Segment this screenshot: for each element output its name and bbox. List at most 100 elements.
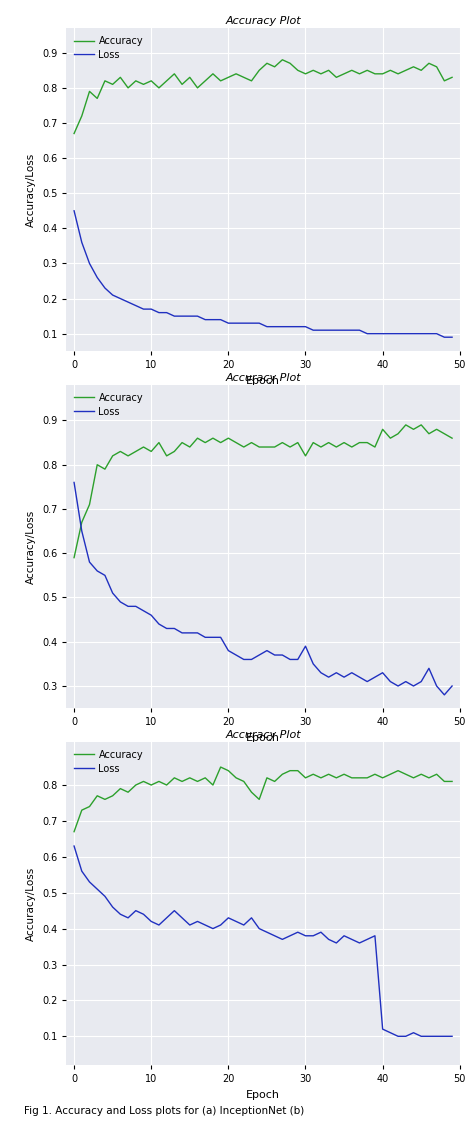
Loss [280, 933, 285, 947]
Accuracy [79, 109, 85, 123]
Loss [334, 937, 339, 950]
Accuracy [441, 774, 447, 788]
Loss [349, 933, 355, 947]
Loss [280, 320, 285, 334]
Accuracy [156, 436, 162, 450]
Accuracy [148, 74, 154, 88]
Accuracy [272, 60, 277, 73]
Loss [71, 840, 77, 853]
Loss [164, 622, 170, 636]
Accuracy [356, 436, 362, 450]
Loss [334, 666, 339, 680]
Accuracy [195, 774, 201, 788]
Accuracy [295, 764, 301, 778]
Loss [125, 911, 131, 924]
Accuracy [195, 81, 201, 95]
Loss [441, 689, 447, 702]
Loss [272, 648, 277, 662]
Accuracy [419, 767, 424, 781]
Accuracy [210, 779, 216, 792]
Accuracy [241, 441, 246, 454]
Accuracy [71, 126, 77, 140]
Loss [341, 929, 347, 942]
Accuracy [141, 774, 146, 788]
Accuracy [249, 786, 255, 799]
X-axis label: Epoch: Epoch [246, 733, 280, 743]
Accuracy [426, 427, 432, 441]
Accuracy [187, 71, 192, 85]
Accuracy [356, 771, 362, 784]
Accuracy [133, 74, 138, 88]
Accuracy [334, 441, 339, 454]
Accuracy [310, 63, 316, 77]
Accuracy [441, 74, 447, 88]
Loss [403, 327, 409, 340]
Title: Accuracy Plot: Accuracy Plot [225, 373, 301, 383]
Loss [179, 911, 185, 924]
Loss [349, 666, 355, 680]
Loss [94, 270, 100, 284]
Accuracy [295, 436, 301, 450]
Loss [434, 327, 439, 340]
Accuracy [125, 786, 131, 799]
Accuracy [434, 767, 439, 781]
Loss [441, 1030, 447, 1044]
Accuracy [326, 63, 331, 77]
Loss [110, 900, 116, 914]
Accuracy [156, 81, 162, 95]
Loss [133, 600, 138, 613]
Loss [287, 320, 293, 334]
Loss [241, 653, 246, 666]
Loss [434, 680, 439, 693]
Loss [434, 1030, 439, 1044]
Loss [310, 657, 316, 671]
Loss [172, 904, 177, 917]
Loss [125, 600, 131, 613]
Accuracy [388, 432, 393, 445]
Accuracy [410, 423, 416, 436]
Loss [202, 919, 208, 932]
Accuracy [287, 441, 293, 454]
Accuracy [264, 56, 270, 70]
Accuracy [388, 63, 393, 77]
Accuracy [71, 825, 77, 838]
Y-axis label: Accuracy/Loss: Accuracy/Loss [27, 152, 36, 227]
Accuracy [372, 68, 378, 81]
Accuracy [179, 436, 185, 450]
Accuracy [118, 71, 123, 85]
Accuracy [403, 418, 409, 432]
Accuracy [326, 767, 331, 781]
Accuracy [172, 771, 177, 784]
Accuracy [380, 423, 385, 436]
Accuracy [102, 74, 108, 88]
Loss [210, 313, 216, 327]
Loss [326, 933, 331, 947]
Loss [202, 313, 208, 327]
Line: Accuracy: Accuracy [74, 425, 452, 558]
Accuracy [110, 449, 116, 462]
Loss [310, 323, 316, 337]
Loss [102, 569, 108, 583]
Y-axis label: Accuracy/Loss: Accuracy/Loss [27, 867, 36, 941]
Title: Accuracy Plot: Accuracy Plot [225, 730, 301, 739]
Loss [365, 933, 370, 947]
Loss [403, 675, 409, 689]
Accuracy [280, 767, 285, 781]
Accuracy [287, 56, 293, 70]
Accuracy [318, 68, 324, 81]
Loss [218, 631, 223, 645]
Accuracy [164, 449, 170, 462]
Accuracy [141, 78, 146, 91]
Accuracy [380, 771, 385, 784]
Accuracy [125, 449, 131, 462]
Loss [318, 666, 324, 680]
Accuracy [287, 764, 293, 778]
Loss [110, 586, 116, 600]
Loss [94, 882, 100, 896]
Loss [426, 662, 432, 675]
Accuracy [202, 436, 208, 450]
Loss [295, 925, 301, 939]
Loss [372, 671, 378, 684]
Loss [449, 330, 455, 344]
Loss [133, 904, 138, 917]
